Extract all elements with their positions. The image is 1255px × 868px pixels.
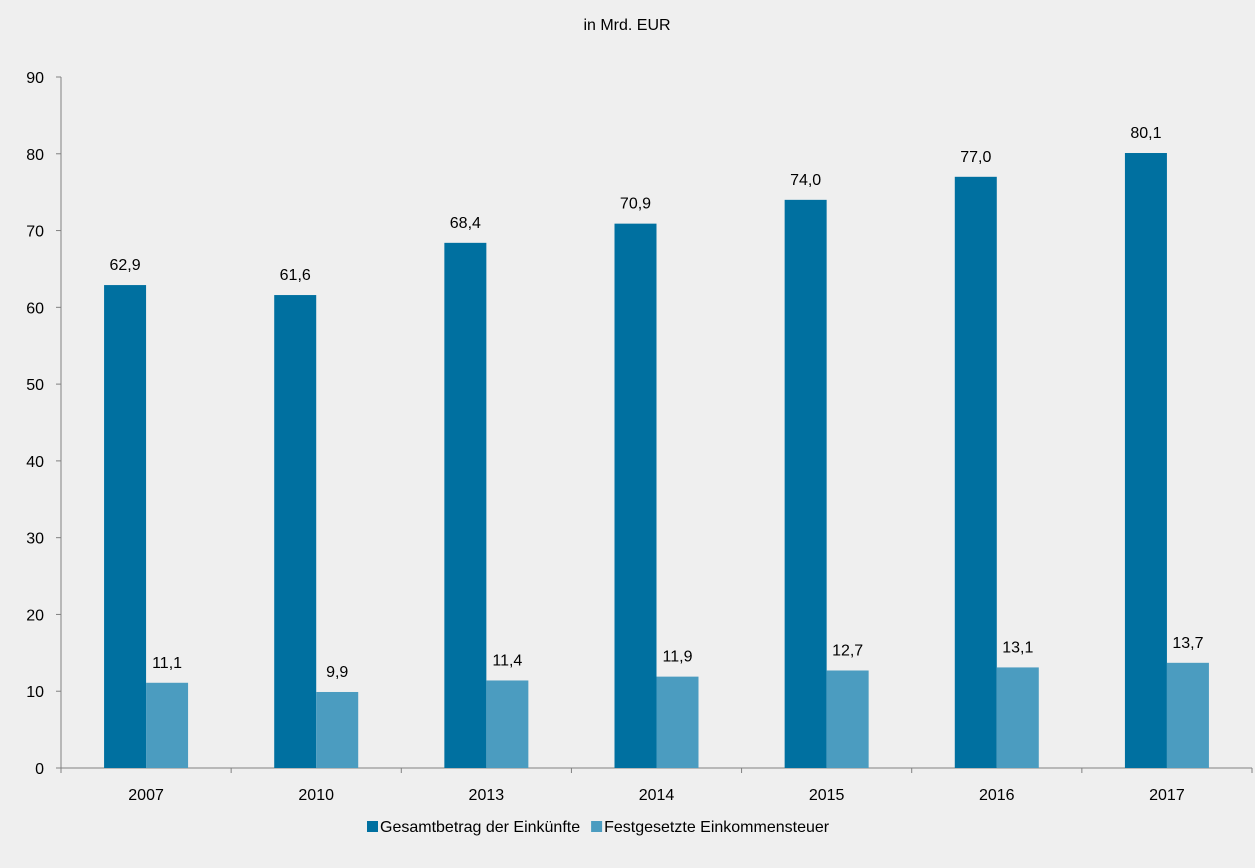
bar-gesamtbetrag xyxy=(614,223,657,768)
bar-einkommensteuer xyxy=(1166,662,1209,768)
x-tick-label: 2010 xyxy=(298,787,334,804)
legend-swatch xyxy=(367,821,378,832)
x-tick-label: 2014 xyxy=(639,787,675,804)
bar-gesamtbetrag xyxy=(444,242,487,769)
data-label: 13,1 xyxy=(1002,639,1033,656)
y-tick-label: 80 xyxy=(26,147,44,164)
bar-gesamtbetrag xyxy=(784,199,827,768)
legend-label: Festgesetzte Einkommensteuer xyxy=(604,819,830,836)
bar-gesamtbetrag xyxy=(104,285,147,768)
x-tick-label: 2015 xyxy=(809,787,845,804)
legend-label: Gesamtbetrag der Einkünfte xyxy=(380,819,580,836)
bar-einkommensteuer xyxy=(486,680,529,768)
bar-gesamtbetrag xyxy=(954,176,997,769)
bar-gesamtbetrag xyxy=(274,295,317,768)
data-label: 12,7 xyxy=(832,642,863,659)
legend: Gesamtbetrag der Einkünfte Festgesetzte E… xyxy=(367,819,830,836)
x-tick-label: 2017 xyxy=(1149,787,1185,804)
axes: 0 10 20 30 40 50 60 70 80 90 2007 2010 2013 2014 2015 2… xyxy=(26,70,1253,804)
y-tick-label: 0 xyxy=(35,761,44,778)
data-label: 61,6 xyxy=(280,267,311,284)
y-tick-label: 40 xyxy=(26,454,44,471)
data-label: 9,9 xyxy=(326,664,348,681)
x-tick-label: 2007 xyxy=(128,787,164,804)
y-tick-label: 20 xyxy=(26,607,44,624)
data-label: 68,4 xyxy=(450,215,481,232)
data-label: 70,9 xyxy=(620,196,651,213)
chart-title: in Mrd. EUR xyxy=(583,17,670,34)
y-tick-label: 10 xyxy=(26,684,44,701)
legend-swatch xyxy=(591,821,603,832)
data-label: 11,1 xyxy=(152,655,182,672)
y-tick-label: 70 xyxy=(26,224,44,241)
bar-einkommensteuer xyxy=(146,682,189,768)
data-label: 13,7 xyxy=(1172,635,1203,652)
y-tick-label: 90 xyxy=(26,70,44,87)
data-label: 11,9 xyxy=(663,649,693,666)
bar-einkommensteuer xyxy=(826,670,869,768)
x-tick-label: 2016 xyxy=(979,787,1015,804)
data-label: 74,0 xyxy=(790,172,821,189)
data-label: 80,1 xyxy=(1130,125,1161,142)
data-label: 11,4 xyxy=(492,652,522,669)
data-label: 62,9 xyxy=(110,257,141,274)
x-tick-label: 2013 xyxy=(469,787,505,804)
y-tick-label: 50 xyxy=(26,377,44,394)
bars: 62,9 11,1 61,6 9,9 68,4 11,4 70,9 11,9 74,0 12,7 7… xyxy=(104,125,1209,769)
y-tick-label: 30 xyxy=(26,531,44,548)
bar-gesamtbetrag xyxy=(1124,153,1167,768)
bar-einkommensteuer xyxy=(316,691,359,768)
data-label: 77,0 xyxy=(960,149,991,166)
bar-einkommensteuer xyxy=(656,676,699,768)
y-tick-label: 60 xyxy=(26,300,44,317)
bar-einkommensteuer xyxy=(996,667,1039,768)
